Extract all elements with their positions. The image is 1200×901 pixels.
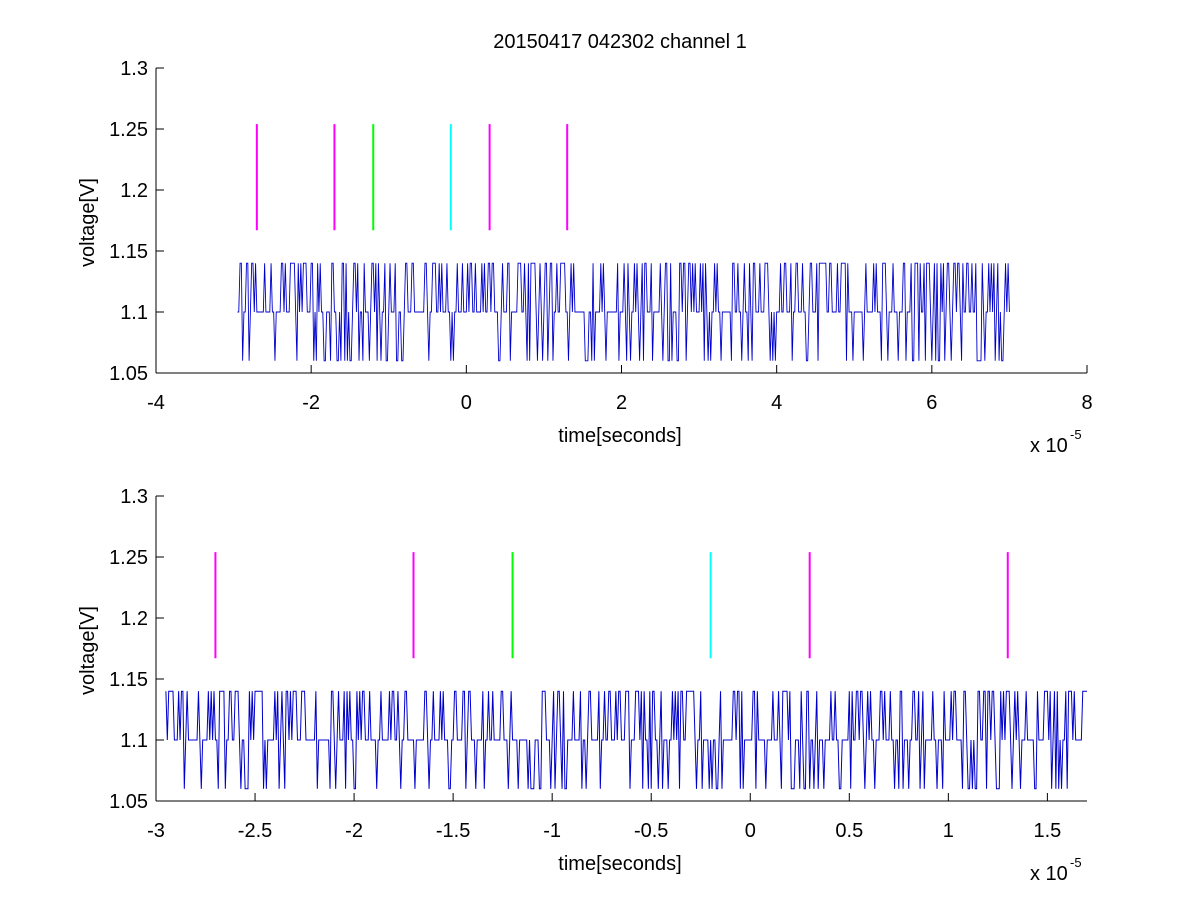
y-tick-label: 1.05 [109,791,148,813]
x-tick-label: -4 [147,392,165,414]
x-axis-label: time[seconds] [558,853,681,875]
x-tick-label: 4 [771,392,782,414]
y-tick-label: 1.1 [120,302,148,324]
y-tick-label: 1.15 [109,241,148,263]
x-tick-label: 0 [461,392,472,414]
x-tick-label: 0 [745,820,756,842]
x-tick-label: 6 [926,392,937,414]
y-tick-label: 1.05 [109,363,148,385]
y-tick-label: 1.1 [120,730,148,752]
y-tick-label: 1.3 [120,486,148,508]
x-multiplier: x 10 [1030,863,1068,885]
y-tick-label: 1.3 [120,58,148,80]
figure-title: 20150417 042302 channel 1 [493,31,747,53]
x-tick-label: 2 [616,392,627,414]
y-axis-label: voltage[V] [77,606,99,695]
y-tick-label: 1.2 [120,180,148,202]
x-tick-label: -2 [302,392,320,414]
x-tick-label: 8 [1081,392,1092,414]
x-tick-label: -2.5 [238,820,272,842]
x-tick-label: 1.5 [1033,820,1061,842]
x-multiplier: x 10 [1030,435,1068,457]
y-tick-label: 1.2 [120,608,148,630]
x-multiplier-exponent: -5 [1070,855,1082,870]
y-tick-label: 1.25 [109,547,148,569]
y-tick-label: 1.25 [109,119,148,141]
bottom-plot: -3 -2.5 -2 -1.5 -1 -0.5 0 0.5 1 1.5 1.05 1.1 1.15 1.2… [77,486,1087,885]
x-axis-label: time[seconds] [558,425,681,447]
x-tick-label: -1 [543,820,561,842]
x-tick-label: -0.5 [634,820,668,842]
signal-trace [237,262,1010,362]
top-plot: -4 -2 0 2 4 6 8 1.05 1.1 1.15 1.2 1.25 1.3 time[secon… [77,58,1093,457]
x-tick-label: -1.5 [436,820,470,842]
y-axis-label: voltage[V] [77,178,99,267]
x-tick-label: 1 [943,820,954,842]
signal-trace [165,690,1087,790]
x-tick-label: -2 [345,820,363,842]
x-tick-label: -3 [147,820,165,842]
y-tick-label: 1.15 [109,669,148,691]
x-multiplier-exponent: -5 [1070,427,1082,442]
x-tick-label: 0.5 [835,820,863,842]
